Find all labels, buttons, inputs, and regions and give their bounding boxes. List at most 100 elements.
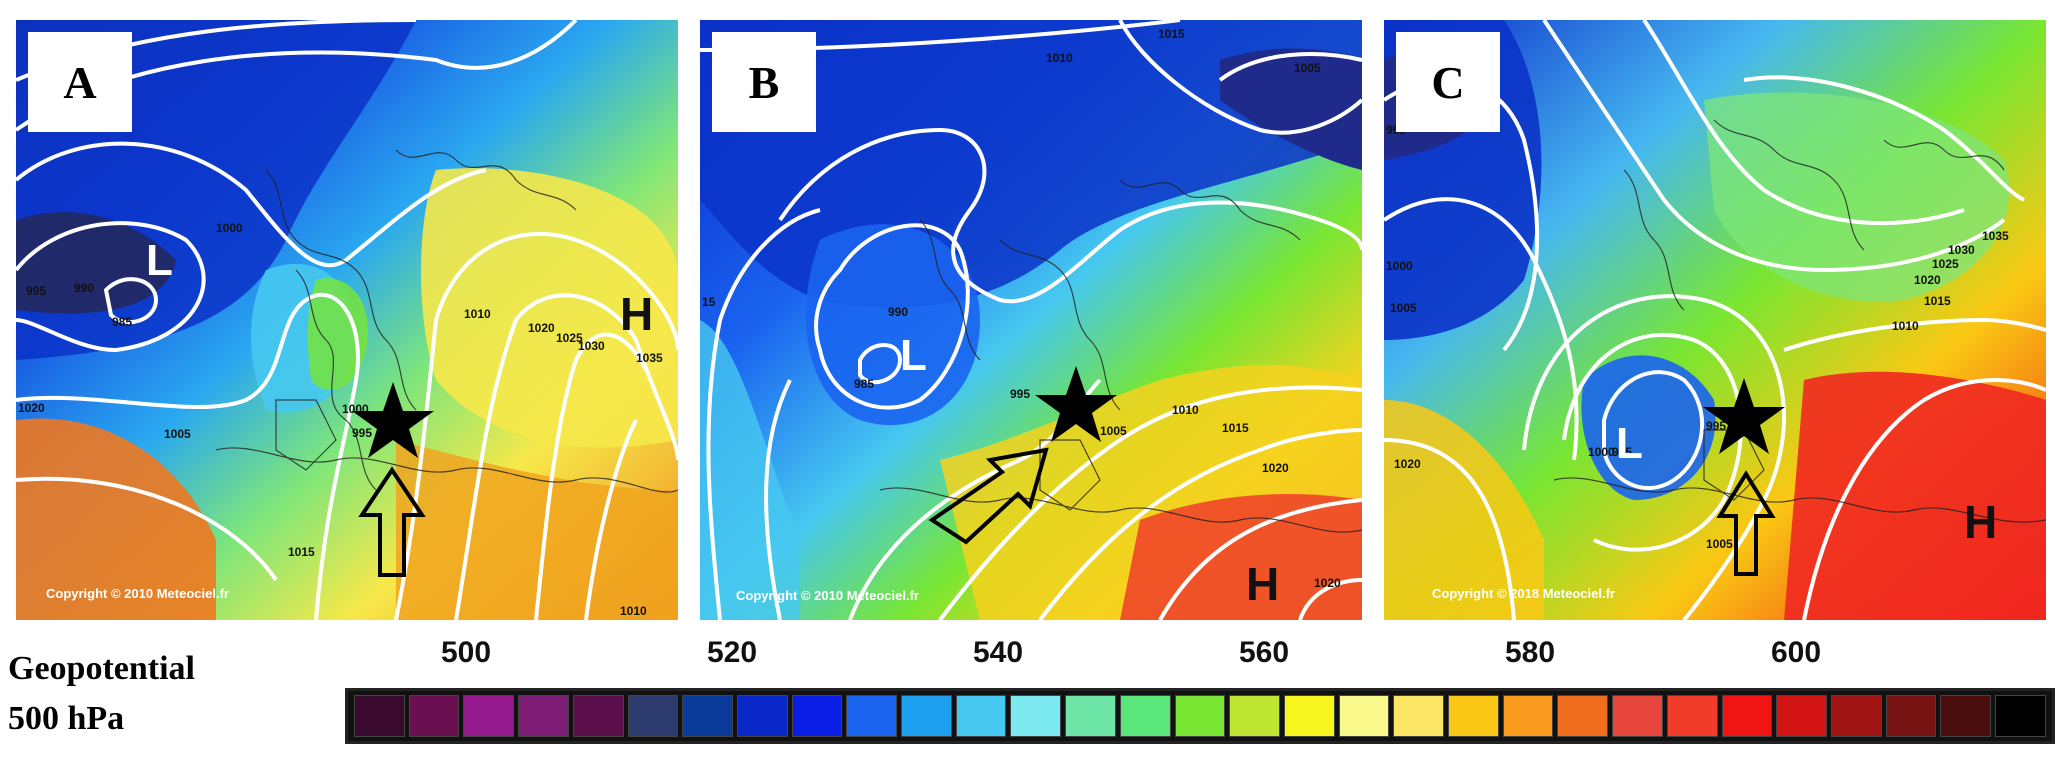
map-panel-c: 995 1000 1005 1035 1030 1025 1020 1015 1… — [1384, 20, 2046, 620]
pressure-label: 1015 — [288, 545, 315, 559]
arrow-icon — [928, 447, 1049, 545]
pressure-label: 15 — [702, 295, 716, 309]
pressure-label: 1005 — [1390, 301, 1417, 315]
colorbar-swatch — [1229, 695, 1280, 737]
colorbar-swatch — [1612, 695, 1663, 737]
high-pressure-marker: H — [1964, 496, 1997, 548]
colorbar-swatch — [1830, 695, 1882, 737]
pressure-label: 1035 — [1982, 229, 2009, 243]
high-pressure-marker: H — [1246, 558, 1279, 610]
colorbar-swatch — [1448, 695, 1499, 737]
pressure-label: 995 — [352, 426, 372, 440]
pressure-label: 1005 — [164, 427, 191, 441]
colorbar-swatch — [1065, 695, 1116, 737]
colorbar-swatch — [955, 695, 1007, 737]
pressure-label: 995 — [26, 284, 46, 298]
pressure-label: 1005 — [1706, 537, 1733, 551]
pressure-label: 1015 — [1924, 294, 1951, 308]
colorbar-swatch — [1174, 695, 1226, 737]
legend-title: Geopotential 500 hPa — [8, 644, 308, 744]
low-pressure-marker: L — [900, 331, 927, 380]
colorbar-swatch — [1885, 695, 1937, 737]
pressure-label: 1010 — [1172, 403, 1199, 417]
copyright-text: Copyright © 2010 Meteociel.fr — [46, 586, 229, 601]
pressure-label: 1010 — [620, 604, 647, 618]
star-icon — [1703, 378, 1785, 454]
pressure-label: 1000 — [1386, 259, 1413, 273]
arrow-icon — [1716, 470, 1776, 576]
pressure-label: 1010 — [464, 307, 491, 321]
star-icon — [352, 382, 434, 458]
colorbar-swatch — [682, 695, 733, 737]
colorbar-swatch — [1119, 695, 1171, 737]
colorbar-swatch — [736, 695, 788, 737]
colorbar-tick: 500 — [440, 636, 492, 669]
colorbar-swatch — [572, 695, 624, 737]
pressure-label: 1025 — [556, 331, 583, 345]
colorbar-swatch — [408, 695, 460, 737]
copyright-text: Copyright © 2010 Meteociel.fr — [736, 588, 919, 603]
pressure-label: 1015 — [1222, 421, 1249, 435]
colorbar-swatch — [1338, 695, 1390, 737]
colorbar-swatch — [1557, 695, 1609, 737]
pressure-label: 990 — [888, 305, 908, 319]
pressure-label: 1010 — [1892, 319, 1919, 333]
pressure-label: 1020 — [1914, 273, 1941, 287]
colorbar-swatch — [354, 695, 405, 737]
colorbar-swatch — [518, 695, 569, 737]
colorbar-swatch — [627, 695, 679, 737]
pressure-label: 1035 — [636, 351, 663, 365]
colorbar-swatch — [1393, 695, 1445, 737]
legend-title-line2: 500 hPa — [8, 700, 125, 737]
colorbar-swatch — [1666, 695, 1718, 737]
map-panel-a: 1000 995 990 985 1020 1005 1015 1010 102… — [16, 20, 678, 620]
copyright-text: Copyright © 2018 Meteociel.fr — [1432, 586, 1615, 601]
pressure-label: 1000 — [216, 221, 243, 235]
pressure-label: 985 — [854, 377, 874, 391]
pressure-label: 990 — [74, 281, 94, 295]
map-panel-b: 1015 1010 1005 990 985 15 995 1005 1010 … — [700, 20, 1362, 620]
colorbar-tick: 540 — [972, 636, 1024, 669]
pressure-label: 1030 — [578, 339, 605, 353]
star-icon — [1035, 366, 1117, 442]
pressure-label: 1000 — [1588, 445, 1615, 459]
panel-label-a: A — [28, 32, 132, 132]
colorbar-swatch — [1283, 695, 1335, 737]
panel-label-b: B — [712, 32, 816, 132]
high-pressure-marker: H — [620, 288, 653, 340]
pressure-label: 985 — [112, 315, 132, 329]
colorbar-swatch — [1502, 695, 1554, 737]
colorbar-swatch — [463, 695, 515, 737]
colorbar-tick: 580 — [1504, 636, 1556, 669]
pressure-label: 1005 — [1294, 61, 1321, 75]
pressure-label: 1020 — [1314, 576, 1341, 590]
pressure-label: 1025 — [1932, 257, 1959, 271]
colorbar-tick-labels: 500 520 540 560 580 600 — [340, 636, 2060, 680]
pressure-label: 1020 — [18, 401, 45, 415]
colorbar-swatch — [791, 695, 843, 737]
panel-label-c: C — [1396, 32, 1500, 132]
pressure-label: 1015 — [1158, 27, 1185, 41]
colorbar-swatch — [846, 695, 898, 737]
colorbar-swatch — [901, 695, 952, 737]
pressure-label: 1030 — [1948, 243, 1975, 257]
legend-title-line1: Geopotential — [8, 650, 195, 687]
colorbar-swatch — [1995, 695, 2046, 737]
colorbar-swatch — [1721, 695, 1773, 737]
low-pressure-marker: L — [146, 236, 173, 285]
pressure-label: 1020 — [528, 321, 555, 335]
colorbar-tick: 520 — [706, 636, 758, 669]
pressure-label: 1020 — [1262, 461, 1289, 475]
colorbar-tick: 600 — [1770, 636, 1822, 669]
pressure-label: 995 — [1706, 419, 1726, 433]
colorbar-tick: 560 — [1238, 636, 1290, 669]
arrow-icon — [358, 466, 426, 577]
pressure-label: 995 — [1612, 445, 1632, 459]
geopotential-map-a: 1000 995 990 985 1020 1005 1015 1010 102… — [16, 20, 678, 620]
low-pressure-marker: L — [1616, 419, 1643, 468]
pressure-label: 1010 — [1046, 51, 1073, 65]
pressure-label: 995 — [1010, 387, 1030, 401]
pressure-label: 1005 — [1100, 424, 1127, 438]
colorbar-swatch — [1010, 695, 1062, 737]
pressure-label: 1020 — [1394, 457, 1421, 471]
